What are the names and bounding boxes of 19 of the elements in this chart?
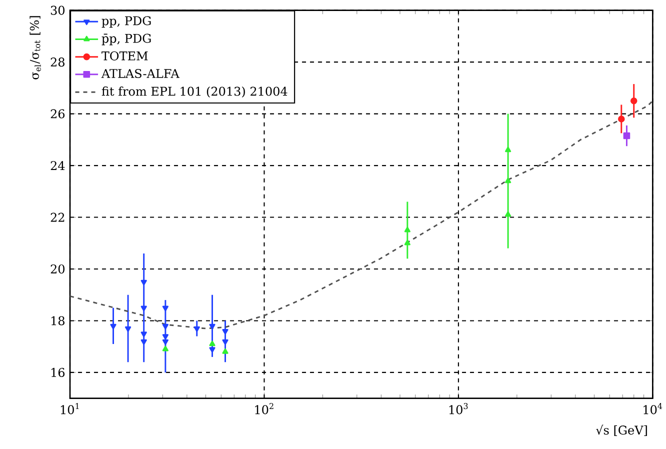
- y-tick-label: 24: [50, 161, 65, 170]
- legend-label: pp, PDG: [102, 16, 151, 28]
- legend-label: TOTEM: [102, 51, 148, 60]
- x-axis-title: √s [GeV]: [596, 424, 647, 436]
- y-tick-label: 22: [50, 212, 64, 222]
- x-tick-label: 10$^{1}$: [60, 403, 79, 414]
- legend-label: ATLAS-ALFA: [101, 68, 180, 78]
- y-tick-label: 28: [50, 58, 64, 67]
- x-tick-label: 10$^{2}$: [255, 403, 274, 414]
- y-tick-label: 20: [50, 264, 64, 274]
- x-tick-label: 10$^{3}$: [449, 403, 468, 414]
- y-tick-label: 16: [51, 368, 65, 377]
- y-axis-title: σ$_{el}$/σ$_{tot}$ [%]: [30, 16, 41, 80]
- legend-label: fit from EPL 101 (2013) 21004: [102, 86, 288, 98]
- y-tick-label: 18: [51, 316, 64, 326]
- y-tick-label: 26: [50, 109, 65, 118]
- x-tick-label: 10$^{4}$: [644, 403, 662, 414]
- legend-label: p̄p, PDG: [102, 34, 151, 46]
- y-tick-label: 30: [50, 6, 64, 15]
